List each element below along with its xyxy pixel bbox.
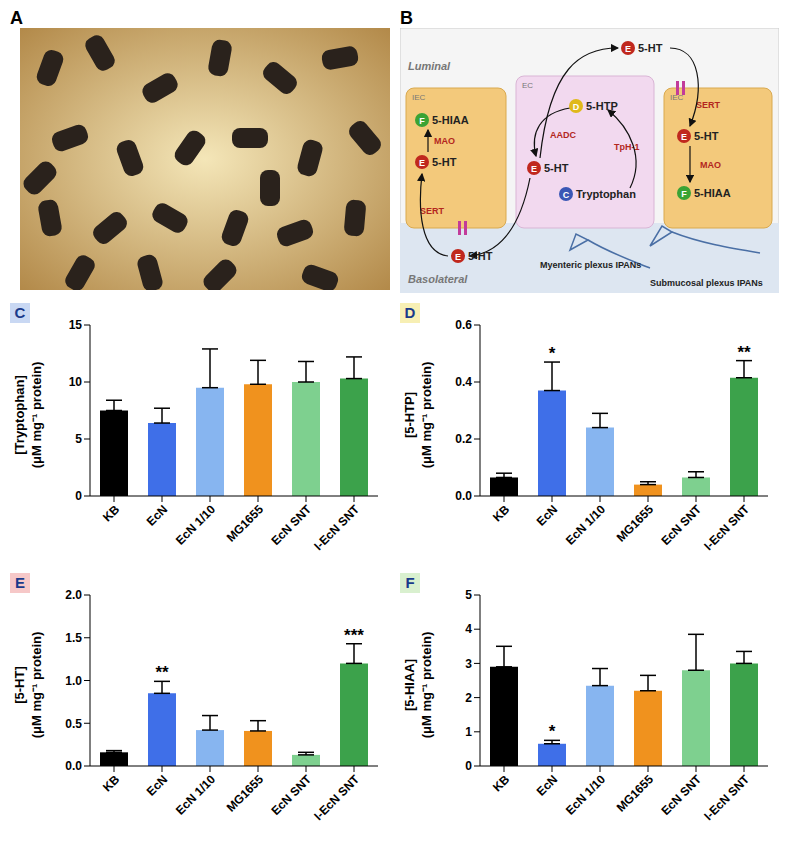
svg-text:AADC: AADC (550, 130, 576, 140)
svg-text:***: *** (344, 626, 364, 645)
svg-text:D: D (573, 102, 580, 112)
svg-text:F: F (681, 189, 687, 199)
svg-text:TpH-1: TpH-1 (614, 142, 640, 152)
svg-text:EC: EC (522, 81, 533, 90)
svg-text:0: 0 (465, 759, 472, 773)
html-text:D: D (404, 304, 416, 321)
html-text:E: E (15, 574, 25, 591)
svg-text:[5-HTP]: [5-HTP] (402, 392, 417, 438)
svg-text:I-EcN SNT: I-EcN SNT (701, 502, 752, 553)
svg-text:5-HT: 5-HT (468, 250, 493, 262)
svg-text:C: C (563, 190, 570, 200)
svg-text:I-EcN SNT: I-EcN SNT (311, 772, 362, 823)
svg-text:EcN 1/10: EcN 1/10 (563, 772, 609, 818)
svg-text:EcN 1/10: EcN 1/10 (563, 502, 609, 548)
svg-text:KB: KB (490, 502, 512, 524)
svg-text:5-HT: 5-HT (432, 156, 457, 168)
html-text:B: B (400, 8, 413, 28)
svg-text:[5-HIAA]: [5-HIAA] (402, 659, 417, 711)
svg-text:EcN 1/10: EcN 1/10 (173, 772, 219, 818)
svg-text:IEC: IEC (412, 93, 426, 102)
svg-text:E: E (625, 44, 631, 54)
svg-text:(μM mg⁻¹ protein): (μM mg⁻¹ protein) (29, 632, 44, 739)
svg-text:5-HIAA: 5-HIAA (432, 114, 469, 126)
svg-text:I-EcN SNT: I-EcN SNT (701, 772, 752, 823)
svg-text:2.0: 2.0 (65, 588, 82, 602)
svg-text:3: 3 (465, 657, 472, 671)
svg-text:1.5: 1.5 (65, 631, 82, 645)
svg-text:0.6: 0.6 (455, 318, 472, 332)
svg-text:2: 2 (465, 691, 472, 705)
svg-text:EcN: EcN (534, 772, 560, 798)
svg-text:KB: KB (100, 772, 122, 794)
svg-text:5: 5 (465, 588, 472, 602)
svg-text:(μM mg⁻¹ protein): (μM mg⁻¹ protein) (419, 362, 434, 469)
svg-text:Myenteric plexus IPANs: Myenteric plexus IPANs (540, 260, 641, 270)
html-text:C: C (14, 304, 26, 321)
svg-text:EcN 1/10: EcN 1/10 (173, 502, 219, 548)
svg-text:*: * (549, 722, 556, 741)
svg-text:0: 0 (75, 489, 82, 503)
svg-text:IEC: IEC (670, 93, 684, 102)
svg-text:**: ** (155, 663, 169, 682)
svg-text:5-HIAA: 5-HIAA (694, 187, 731, 199)
svg-text:15: 15 (69, 318, 83, 332)
svg-text:*: * (549, 344, 556, 363)
svg-text:1: 1 (465, 725, 472, 739)
svg-text:KB: KB (490, 772, 512, 794)
svg-text:0.4: 0.4 (455, 375, 472, 389)
svg-text:KB: KB (100, 502, 122, 524)
svg-text:MG1655: MG1655 (614, 772, 657, 815)
svg-text:5-HTP: 5-HTP (586, 100, 618, 112)
svg-text:E: E (531, 164, 537, 174)
svg-text:EcN SNT: EcN SNT (658, 772, 704, 818)
svg-text:1.0: 1.0 (65, 674, 82, 688)
svg-text:0.0: 0.0 (455, 489, 472, 503)
svg-text:0.5: 0.5 (65, 717, 82, 731)
svg-text:Submucosal plexus IPANs: Submucosal plexus IPANs (650, 278, 763, 288)
svg-text:10: 10 (69, 375, 83, 389)
svg-text:F: F (419, 116, 425, 126)
svg-text:0.0: 0.0 (65, 759, 82, 773)
svg-text:4: 4 (465, 622, 472, 636)
svg-text:EcN: EcN (534, 502, 560, 528)
svg-text:5: 5 (75, 432, 82, 446)
svg-text:EcN: EcN (144, 502, 170, 528)
svg-text:E: E (681, 132, 687, 142)
svg-text:**: ** (737, 343, 751, 362)
svg-text:EcN SNT: EcN SNT (658, 502, 704, 548)
svg-text:[5-HT]: [5-HT] (12, 666, 27, 704)
svg-text:0.2: 0.2 (455, 432, 472, 446)
svg-text:Basolateral: Basolateral (408, 273, 468, 285)
svg-text:EcN SNT: EcN SNT (268, 772, 314, 818)
svg-text:I-EcN SNT: I-EcN SNT (311, 502, 362, 553)
svg-text:MG1655: MG1655 (224, 772, 267, 815)
svg-text:SERT: SERT (696, 100, 721, 110)
svg-text:EcN: EcN (144, 772, 170, 798)
svg-text:5-HT: 5-HT (694, 130, 719, 142)
svg-text:(μM mg⁻¹ protein): (μM mg⁻¹ protein) (419, 632, 434, 739)
svg-text:5-HT: 5-HT (544, 162, 569, 174)
svg-text:(μM mg⁻¹ protein): (μM mg⁻¹ protein) (29, 362, 44, 469)
svg-text:SERT: SERT (420, 206, 445, 216)
svg-text:MG1655: MG1655 (614, 502, 657, 545)
html-text:A: A (10, 8, 23, 28)
svg-text:MG1655: MG1655 (224, 502, 267, 545)
html-text:F: F (405, 574, 415, 591)
svg-text:5-HT: 5-HT (638, 42, 663, 54)
svg-text:[Tryptophan]: [Tryptophan] (12, 375, 27, 454)
svg-text:Luminal: Luminal (408, 60, 451, 72)
svg-text:E: E (455, 252, 461, 262)
svg-text:MAO: MAO (434, 136, 455, 146)
svg-text:E: E (419, 158, 425, 168)
svg-text:EcN SNT: EcN SNT (268, 502, 314, 548)
svg-text:Tryptophan: Tryptophan (576, 188, 636, 200)
svg-text:MAO: MAO (700, 160, 721, 170)
